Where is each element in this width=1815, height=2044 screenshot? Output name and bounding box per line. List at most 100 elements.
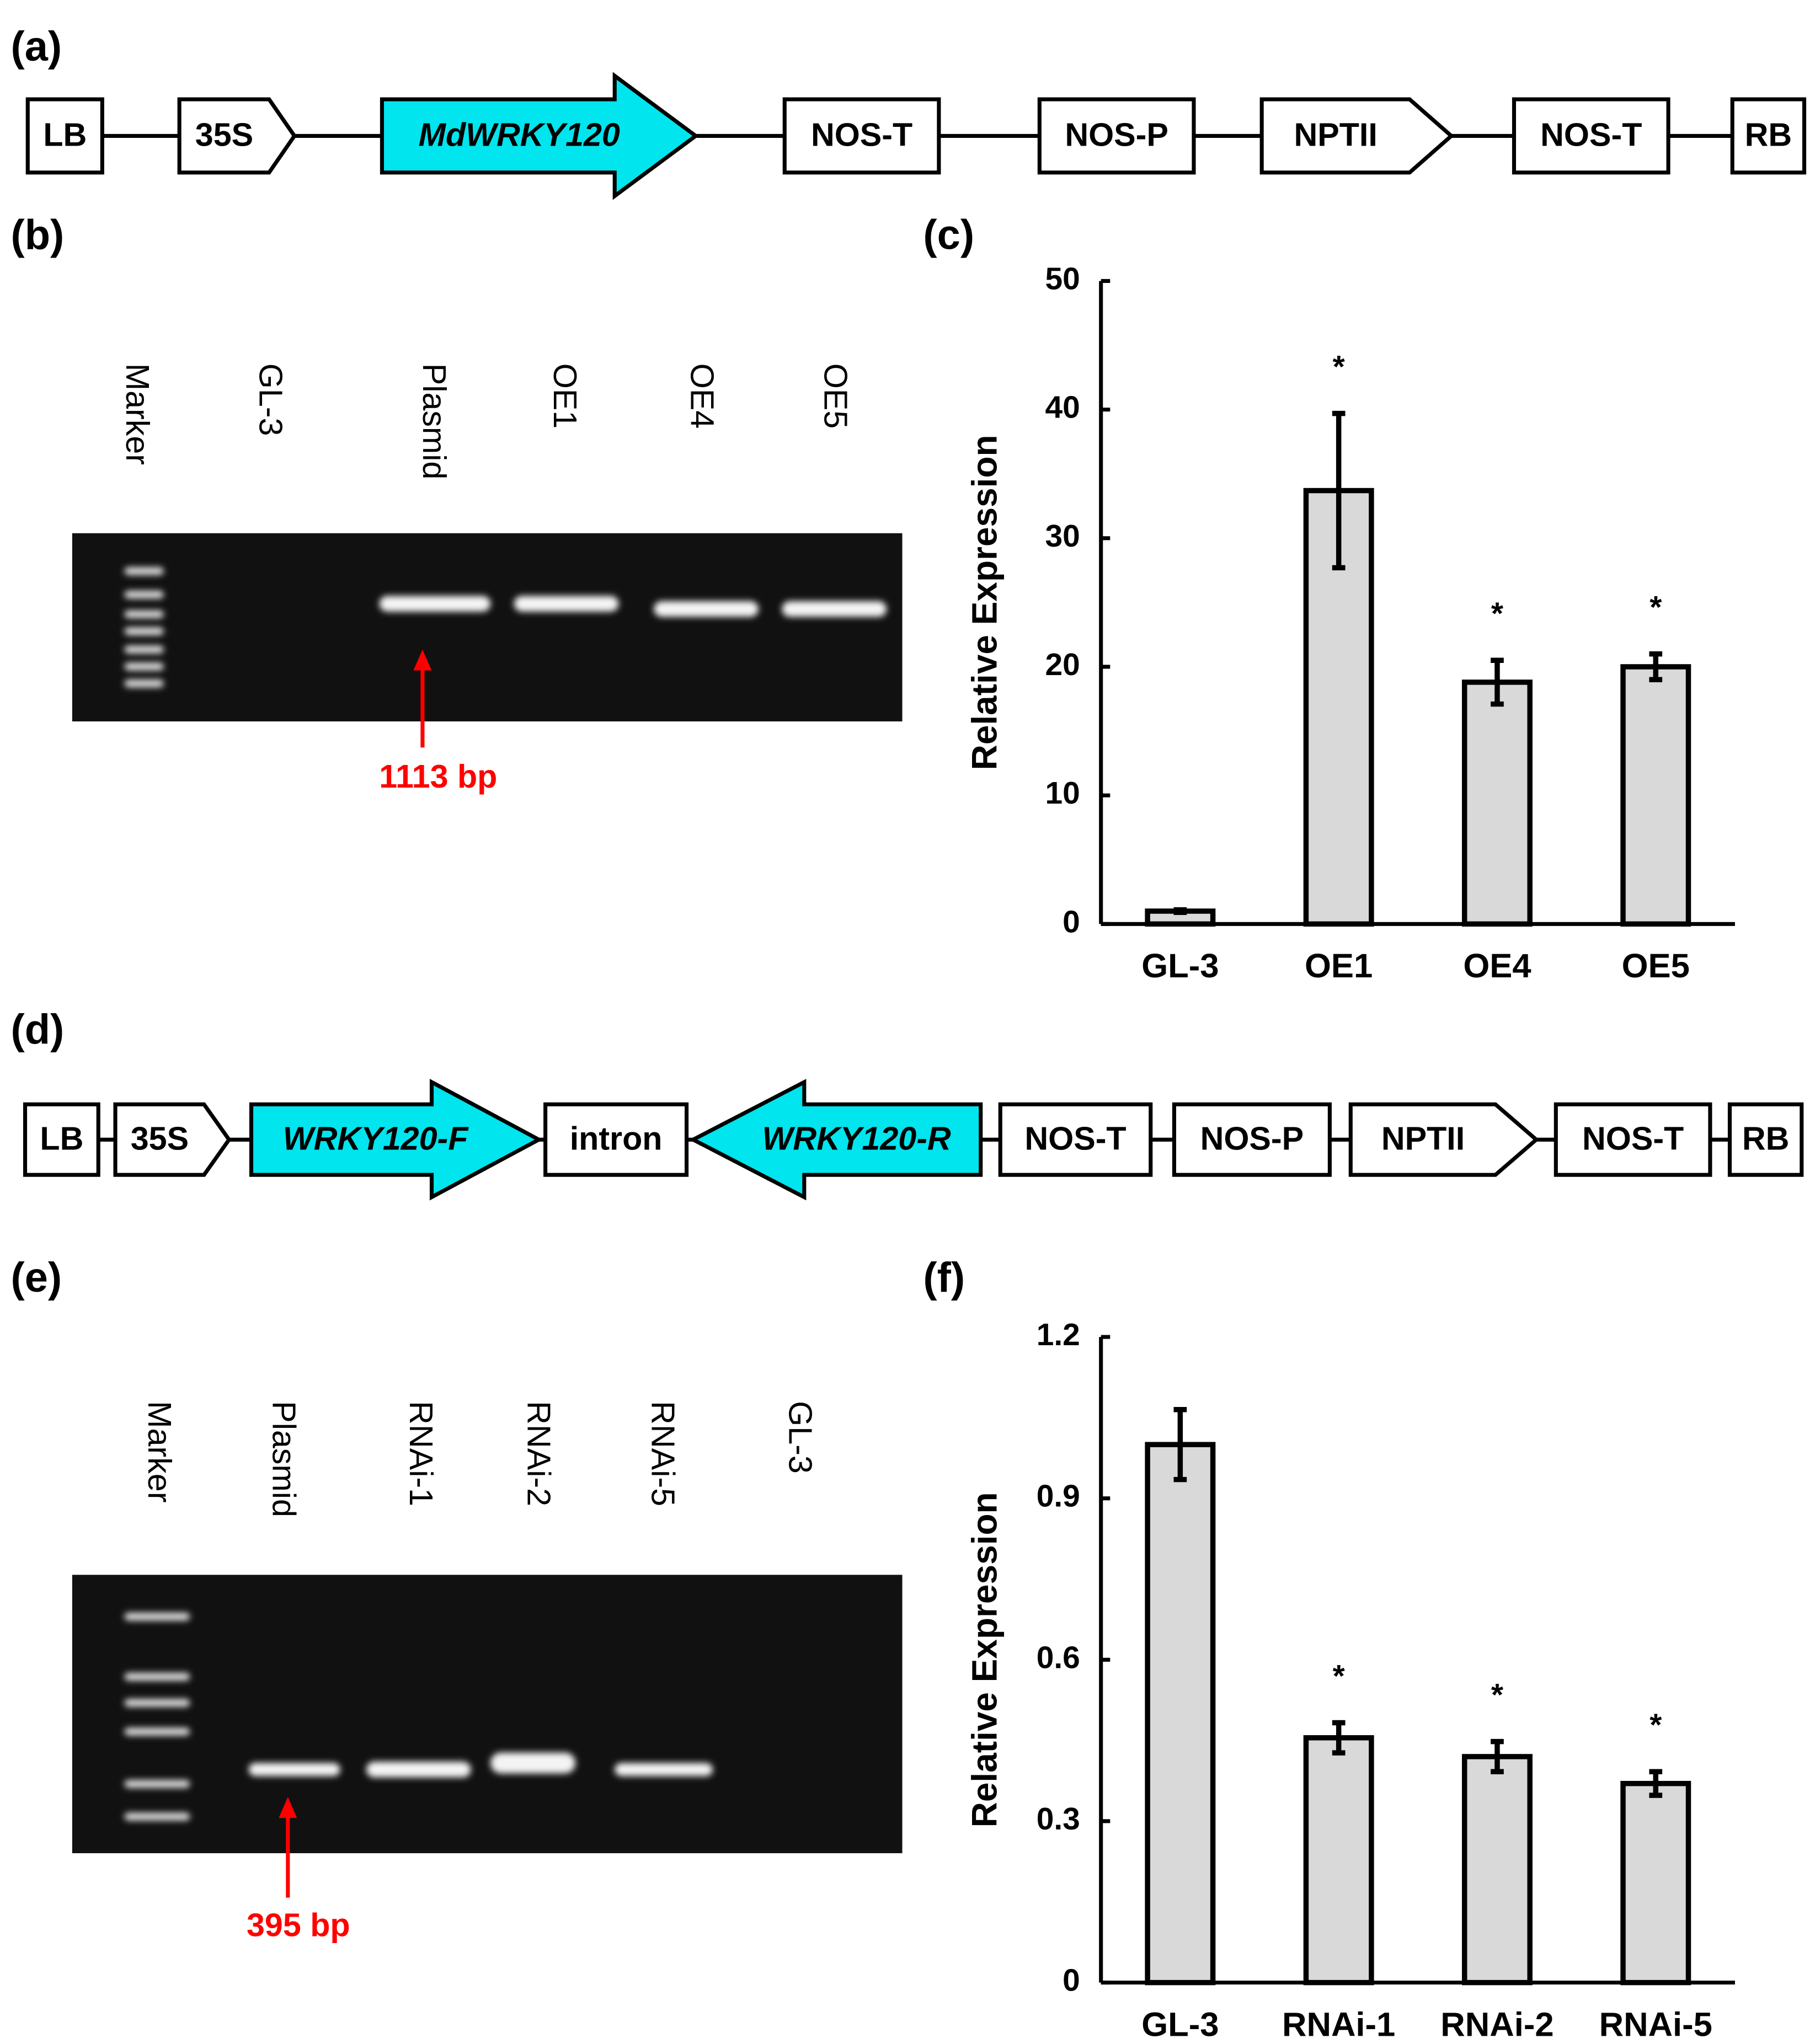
error-bar [1491, 657, 1504, 707]
gel-band [490, 1752, 576, 1774]
construct-label: WRKY120-R [762, 1120, 951, 1157]
y-tick-label: 10 [1045, 776, 1080, 811]
error-bar [1332, 410, 1346, 571]
construct-label: NOS-T [811, 116, 912, 153]
y-axis-title: Relative Expression [964, 435, 1004, 770]
construct-part [380, 72, 700, 200]
gel [72, 1575, 903, 1854]
marker-band [124, 662, 164, 671]
marker-band [124, 1727, 190, 1736]
bar [1303, 1735, 1374, 1986]
marker-band [124, 1673, 190, 1681]
panel-label: (d) [10, 1006, 64, 1053]
panel-label: (f) [923, 1254, 965, 1301]
significance-mark: * [1491, 1678, 1504, 1713]
y-tick-label: 0.6 [1037, 1640, 1080, 1675]
gel-band [782, 601, 887, 617]
lane-label: OE4 [684, 363, 721, 429]
y-tick-label: 1.2 [1037, 1318, 1080, 1352]
marker-band [124, 645, 164, 654]
bar [1461, 679, 1533, 927]
band-size-label: 395 bp [247, 1907, 350, 1944]
gel-band [379, 596, 491, 612]
y-tick-label: 0.9 [1037, 1479, 1080, 1514]
construct-part [1172, 1102, 1332, 1177]
x-tick-label: RNAi-2 [1440, 2005, 1554, 2043]
y-tick-label: 40 [1045, 390, 1080, 425]
y-tick-label: 0 [1063, 905, 1080, 939]
construct-label: NOS-T [1582, 1120, 1684, 1157]
lane-label: OE5 [817, 363, 854, 429]
construct-part [1037, 97, 1196, 175]
lane-label: GL-3 [253, 363, 290, 436]
error-bar [1173, 1407, 1187, 1483]
construct-part [543, 1102, 689, 1177]
band-size-label: 1113 bp [379, 758, 497, 795]
marker-band [124, 679, 164, 688]
marker-band [124, 1699, 190, 1707]
error-bar [1649, 651, 1663, 683]
construct-part [1259, 97, 1455, 175]
construct-label: WRKY120-F [283, 1120, 469, 1157]
significance-mark: * [1649, 590, 1662, 625]
y-axis-title: Relative Expression [964, 1492, 1004, 1827]
x-tick-label: RNAi-5 [1599, 2005, 1712, 2043]
panel-label: (c) [923, 211, 974, 258]
construct-part [998, 1102, 1153, 1177]
x-tick-label: GL-3 [1141, 2005, 1219, 2043]
panel-label: (a) [10, 23, 62, 70]
construct-part [1554, 1102, 1712, 1177]
y-tick-label: 0.3 [1037, 1802, 1080, 1837]
significance-mark: * [1491, 597, 1504, 632]
arrow-head [413, 649, 432, 671]
construct-label: MdWRKY120 [419, 116, 620, 153]
significance-mark: * [1649, 1708, 1662, 1743]
panel-label: (e) [10, 1254, 62, 1301]
construct-label: LB [43, 116, 87, 153]
bar [1145, 1442, 1216, 1986]
construct-part [113, 1102, 232, 1177]
lane-label: GL-3 [782, 1401, 819, 1474]
construct-part [23, 1102, 100, 1177]
construct-label: NPTII [1381, 1120, 1465, 1157]
x-tick-label: OE4 [1463, 947, 1531, 985]
bar [1620, 1780, 1691, 1986]
construct-part [1730, 97, 1807, 175]
marker-band [124, 591, 164, 599]
x-tick-label: OE1 [1305, 947, 1373, 985]
y-tick-label: 50 [1045, 261, 1080, 296]
construct-label: LB [40, 1120, 83, 1157]
y-tick-label: 0 [1063, 1963, 1080, 1998]
construct-label: NOS-T [1024, 1120, 1126, 1157]
panel-label: (b) [10, 211, 64, 258]
construct-label: NOS-T [1540, 116, 1642, 153]
significance-mark: * [1333, 1659, 1346, 1694]
gel-band [366, 1762, 471, 1778]
gel-band [248, 1763, 340, 1777]
gel-band [654, 601, 759, 617]
gel-band [615, 1763, 713, 1777]
construct-part [177, 97, 297, 175]
lane-label: Marker [141, 1401, 178, 1502]
y-tick-label: 20 [1045, 648, 1080, 682]
construct-part [688, 1079, 983, 1201]
error-bar [1332, 1720, 1346, 1756]
gel [72, 533, 903, 721]
construct-part [249, 1079, 543, 1201]
x-tick-label: OE5 [1622, 947, 1690, 985]
bar [1620, 664, 1691, 927]
error-bar [1173, 907, 1187, 916]
construct-part [1727, 1102, 1804, 1177]
arrow-head [279, 1797, 297, 1818]
marker-band [124, 610, 164, 618]
marker-band [124, 1812, 190, 1821]
construct-label: RB [1742, 1120, 1790, 1157]
x-tick-label: RNAi-1 [1282, 2005, 1395, 2043]
gel-band [514, 596, 619, 612]
marker-band [124, 627, 164, 635]
marker-band [124, 567, 164, 575]
significance-mark: * [1333, 350, 1346, 384]
marker-band [124, 1780, 190, 1788]
construct-part [1348, 1102, 1540, 1177]
